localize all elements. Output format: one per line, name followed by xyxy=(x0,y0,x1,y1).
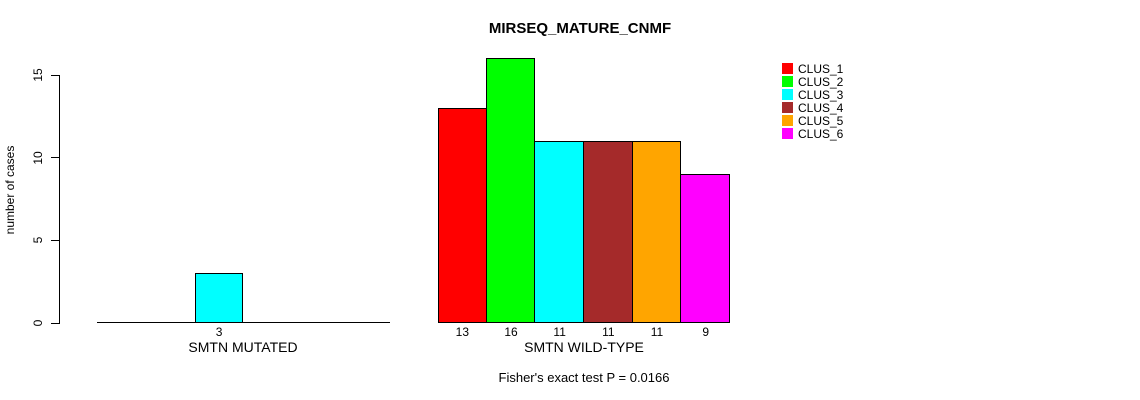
legend-label: CLUS_6 xyxy=(798,126,844,141)
baseline xyxy=(97,322,390,323)
y-tick-label: 15 xyxy=(31,68,45,82)
group-label-smtn-wild-type: SMTN WILD-TYPE xyxy=(524,339,644,355)
legend-label: CLUS_3 xyxy=(798,87,844,102)
y-tick-mark xyxy=(51,157,59,159)
bar-value-label: 13 xyxy=(455,325,470,339)
legend-swatch-clus_4 xyxy=(782,102,793,113)
bar-value-label: 11 xyxy=(602,325,615,339)
legend-swatch-clus_2 xyxy=(782,76,793,87)
legend-label: CLUS_4 xyxy=(798,100,844,115)
bar-clus_6 xyxy=(680,174,730,323)
legend-swatch-clus_5 xyxy=(782,115,793,126)
y-tick-mark xyxy=(51,239,59,241)
legend-swatch-clus_3 xyxy=(782,89,793,100)
legend-label: CLUS_2 xyxy=(798,74,844,89)
bar-clus_3 xyxy=(194,273,244,323)
bar-clus_5 xyxy=(631,141,682,323)
bar-clus_1 xyxy=(438,108,487,323)
legend-swatch-clus_1 xyxy=(782,63,793,74)
legend-label: CLUS_1 xyxy=(798,61,844,76)
bar-clus_4 xyxy=(583,141,633,323)
bar-value-label: 3 xyxy=(215,325,223,339)
y-tick-label: 10 xyxy=(31,151,45,165)
y-tick-mark xyxy=(51,322,59,324)
bar-value-label: 9 xyxy=(702,325,709,339)
y-axis-line xyxy=(59,75,60,324)
bar-value-label: 11 xyxy=(553,325,566,339)
bar-value-label: 16 xyxy=(504,325,518,339)
bar-clus_3 xyxy=(534,141,584,323)
y-axis-label: number of cases xyxy=(3,145,17,235)
annotation-text: Fisher's exact test P = 0.0166 xyxy=(498,370,670,385)
chart-title: MIRSEQ_MATURE_CNMF xyxy=(488,20,672,37)
bar-clus_2 xyxy=(485,58,536,323)
legend-label: CLUS_5 xyxy=(798,113,844,128)
bar-value-label: 11 xyxy=(650,325,664,339)
legend-swatch-clus_6 xyxy=(782,128,793,139)
group-label-smtn-mutated: SMTN MUTATED xyxy=(188,339,298,355)
y-tick-label: 0 xyxy=(31,319,45,327)
y-tick-label: 5 xyxy=(31,236,45,244)
y-tick-mark xyxy=(51,74,59,76)
